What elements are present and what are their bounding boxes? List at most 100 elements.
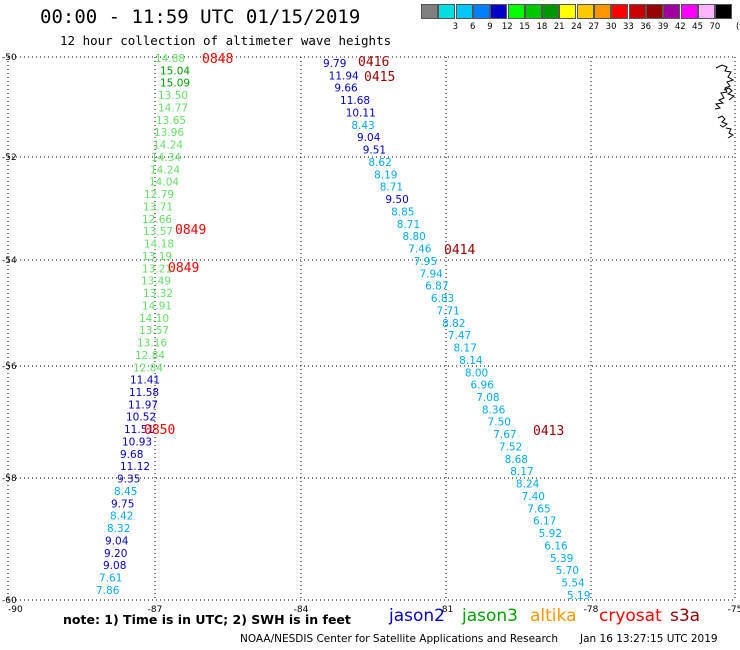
wave-height-value: 5.39 (550, 553, 573, 565)
axis-labels: -90 -87 -84 -81 -78 -75 -50 -52 -54 -56 -58 -60 (2, 53, 740, 615)
wave-height-value: 5.19 (567, 590, 590, 602)
wave-height-value: 8.17 (454, 343, 477, 355)
wave-height-value: 8.32 (107, 523, 130, 535)
legend-swatch (697, 4, 715, 19)
wave-height-value: 14.91 (142, 300, 172, 312)
satellite-label-cryosat: cryosat (599, 606, 662, 626)
legend-label: 70 (709, 22, 721, 32)
legend-swatch (715, 4, 733, 19)
wave-height-value: 9.75 (111, 498, 134, 510)
track-east: 9.7911.949.6611.6810.118.439.049.518.628… (323, 55, 590, 602)
wave-height-value: 7.46 (408, 244, 432, 256)
wave-height-value: 13.96 (154, 127, 184, 139)
legend-label: 18 (536, 22, 548, 32)
wave-height-value: 14.77 (158, 102, 188, 114)
legend-label: 36 (640, 22, 652, 32)
wave-height-value: 7.47 (448, 330, 471, 342)
wave-height-value: 8.80 (402, 231, 425, 243)
wave-height-value: 9.51 (363, 145, 386, 157)
wave-height-value: 7.71 (436, 305, 459, 317)
wave-height-value: 9.04 (357, 132, 381, 144)
wave-height-value: 7.94 (419, 268, 443, 280)
time-label: 0414 (444, 243, 475, 258)
legend-swatch (576, 4, 594, 19)
lat-tick-label: -56 (2, 362, 17, 372)
wave-height-value: 13.21 (142, 263, 172, 275)
lon-tick-label: -81 (439, 605, 454, 615)
coastline-fragment (714, 64, 736, 139)
wave-height-value: 8.82 (442, 318, 465, 330)
wave-height-value: 9.20 (104, 548, 127, 560)
lon-tick-label: -84 (294, 605, 309, 615)
wave-height-value: 14.24 (150, 164, 180, 176)
wave-height-value: 11.68 (340, 95, 370, 107)
wave-height-value: 9.66 (334, 83, 358, 95)
lon-tick-label: -75 (728, 605, 740, 615)
wave-height-value: 7.40 (522, 491, 545, 503)
wave-height-value: 8.17 (510, 466, 533, 478)
wave-height-value: 6.87 (425, 281, 448, 293)
wave-height-value: 8.36 (482, 404, 506, 416)
wave-height-value: 14.88 (155, 53, 185, 65)
legend-label: 15 (519, 22, 530, 32)
legend-label: 45 (692, 22, 703, 32)
wave-height-value: 14.34 (151, 152, 181, 164)
map-grid (7, 56, 736, 601)
legend-label: 9 (487, 22, 493, 32)
time-label: 0415 (364, 70, 395, 85)
wave-height-value: 13.57 (143, 226, 173, 238)
wave-height-value: 12.84 (135, 350, 165, 362)
wave-height-value: 13.57 (139, 325, 169, 337)
satellite-label-jason3: jason3 (462, 606, 518, 626)
legend-swatch (611, 4, 629, 19)
wave-height-value: 8.19 (374, 169, 397, 181)
wave-height-value: 12.66 (142, 214, 172, 226)
wave-height-value: 9.50 (385, 194, 408, 206)
time-label: 0848 (202, 52, 233, 67)
coastline (714, 64, 736, 139)
wave-height-value: 5.54 (561, 578, 585, 590)
wave-height-value: 7.52 (499, 441, 522, 453)
footer-note: note: 1) Time is in UTC; 2) SWH is in fe… (63, 612, 351, 627)
legend-label: 21 (553, 22, 565, 32)
timestamp: Jan 16 13:27:15 UTC 2019 (580, 633, 718, 645)
legend-swatch (421, 4, 438, 19)
wave-height-value: 11.94 (329, 70, 359, 82)
wave-height-value: 15.04 (160, 65, 190, 77)
wave-height-value: 8.24 (516, 479, 540, 491)
wave-height-value: 6.16 (544, 540, 568, 552)
lon-tick-label: -87 (148, 605, 163, 615)
time-label: 0416 (358, 55, 389, 70)
legend-swatch (680, 4, 698, 19)
wave-height-value: 10.93 (122, 436, 152, 448)
wave-height-value: 8.68 (505, 454, 528, 466)
wave-height-value: 11.51 (124, 424, 154, 436)
lat-tick-label: -52 (2, 153, 17, 163)
wave-height-value: 6.83 (431, 293, 454, 305)
wave-height-value: 9.08 (103, 560, 126, 572)
legend-label: 12 (501, 22, 513, 32)
lon-tick-label: -78 (584, 605, 599, 615)
legend-swatch (663, 4, 681, 19)
lat-tick-label: -60 (2, 596, 17, 606)
wave-height-value: 7.65 (527, 503, 550, 515)
legend-swatch (490, 4, 508, 19)
wave-height-value: 6.17 (533, 516, 556, 528)
wave-height-value: 14.04 (149, 177, 179, 189)
wave-height-value: 13.32 (143, 288, 173, 300)
wave-height-value: 14.10 (139, 313, 169, 325)
legend-label: 33 (622, 22, 634, 32)
wave-height-value: 13.71 (143, 201, 173, 213)
time-label: 0849 (175, 223, 206, 238)
legend-label: 6 (469, 22, 476, 32)
map-title: 00:00 - 11:59 UTC 01/15/2019 (40, 6, 361, 28)
legend-label: 24 (571, 22, 582, 32)
wave-height-value: 13.50 (158, 90, 188, 102)
wave-height-value: 7.50 (488, 417, 511, 429)
wave-height-value: 10.52 (126, 412, 156, 424)
map-subtitle: 12 hour collection of altimeter wave hei… (60, 33, 392, 48)
legend-swatch (628, 4, 646, 19)
legend-label: 30 (605, 22, 617, 32)
satellite-tracks: 14.8815.0415.0913.5014.7713.6513.9614.24… (96, 52, 590, 602)
